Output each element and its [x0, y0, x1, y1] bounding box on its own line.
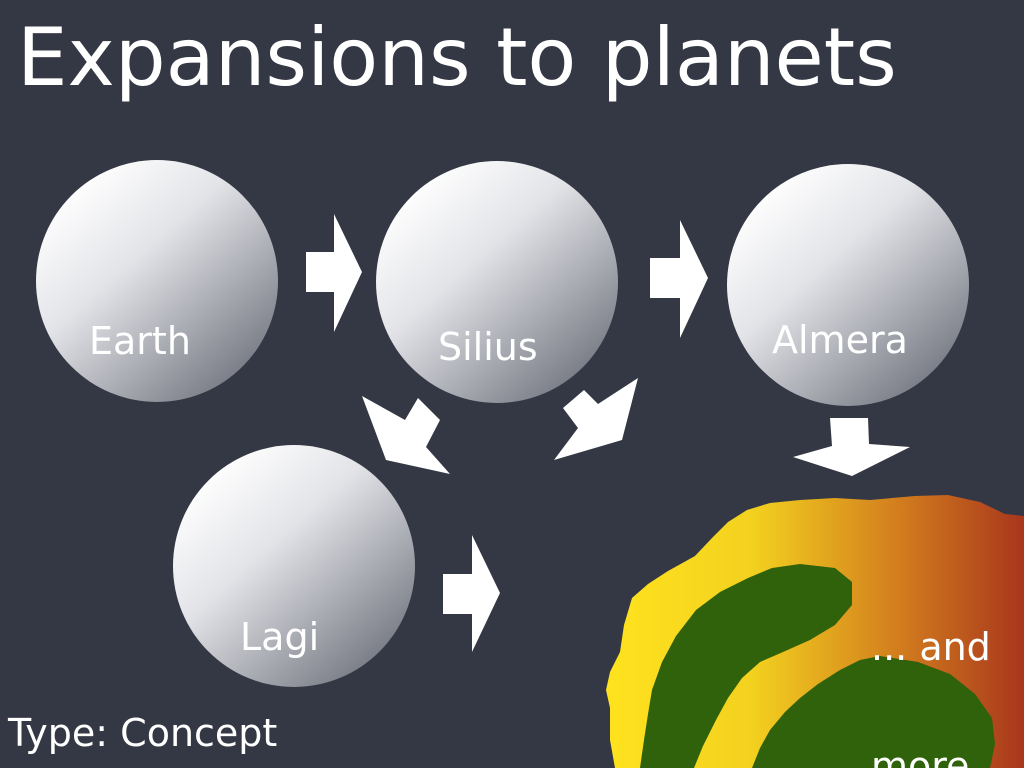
page-title: Expansions to planets [17, 11, 897, 104]
planet-label-lagi: Lagi [240, 615, 320, 659]
arrow-silius-to-lagi-icon [362, 396, 450, 474]
arrow-earth-to-silius-icon [306, 214, 362, 332]
arrow-lagi-to-more-icon [443, 535, 500, 652]
planet-earth [36, 160, 278, 402]
planet-label-silius: Silius [438, 325, 538, 369]
more-planets-label-line2: more ... [871, 744, 1018, 768]
planet-almera [727, 164, 969, 406]
type-label: Type: Concept [8, 711, 278, 755]
more-planets-label: ... and more ... [871, 548, 1018, 768]
more-planets-label-line1: ... and [871, 624, 991, 669]
new-world-continent-east [752, 656, 995, 768]
planet-label-almera: Almera [772, 318, 908, 362]
planet-label-earth: Earth [89, 319, 191, 363]
new-world-continent-west [640, 564, 852, 768]
arrow-silius-to-almera-icon [650, 220, 708, 338]
arrow-silius-to-more-icon [554, 378, 638, 460]
planet-lagi [173, 445, 415, 687]
arrow-almera-down-icon [793, 418, 910, 476]
planet-silius [376, 161, 618, 403]
